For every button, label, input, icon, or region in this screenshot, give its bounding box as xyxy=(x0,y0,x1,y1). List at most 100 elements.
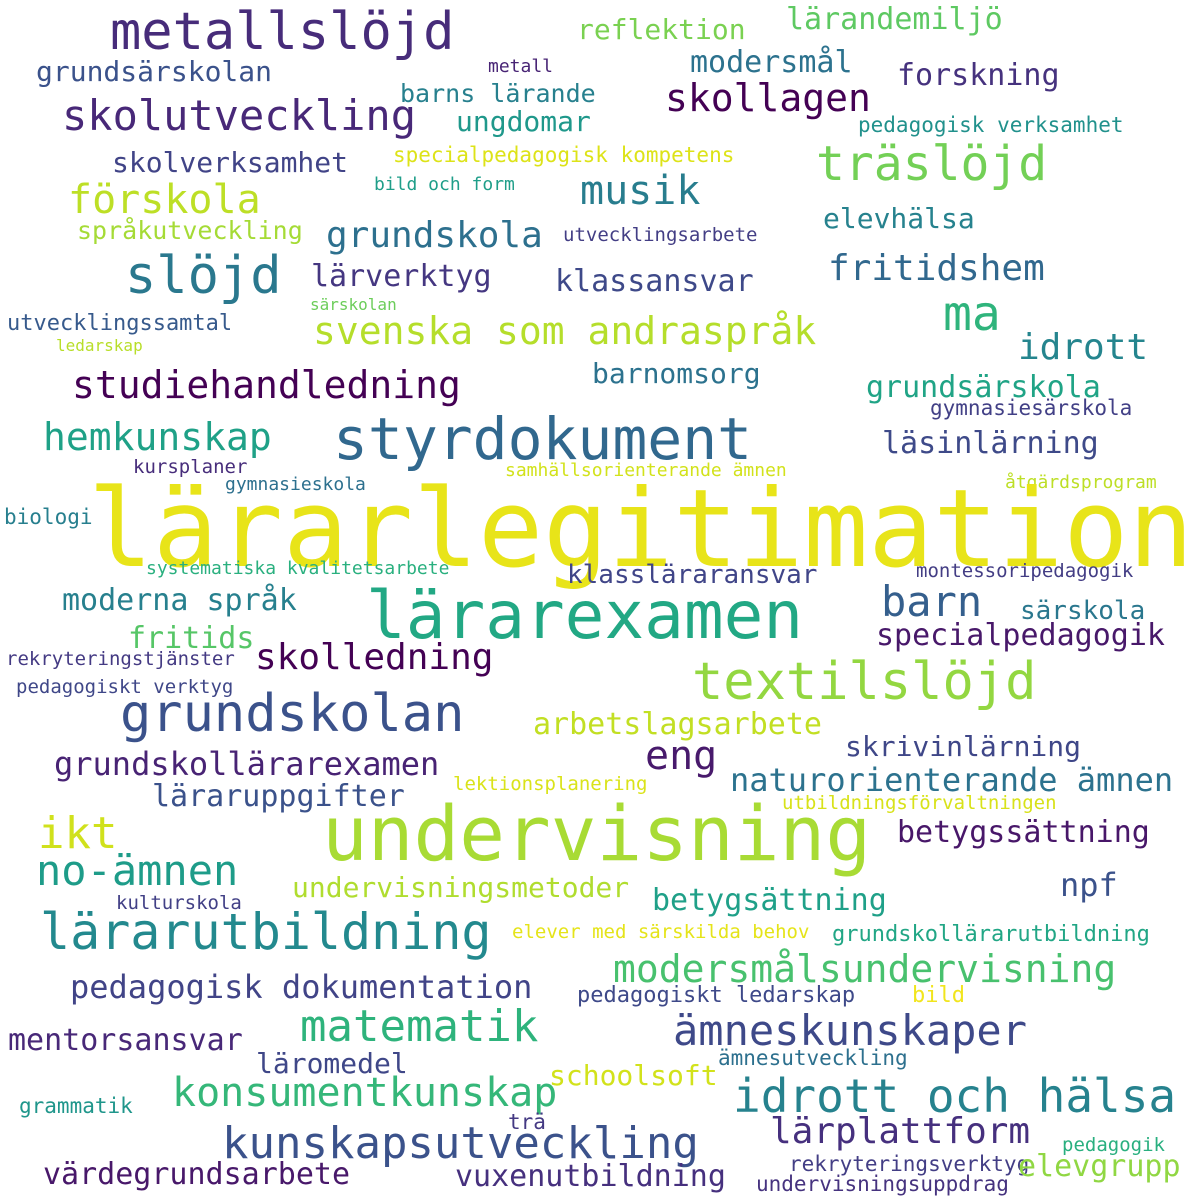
cloud-word: barn xyxy=(881,577,983,626)
cloud-word: bild och form xyxy=(374,174,515,195)
cloud-word: skollagen xyxy=(665,76,871,120)
cloud-word: trä xyxy=(508,1110,546,1134)
cloud-word: träslöjd xyxy=(816,136,1048,192)
cloud-word: naturorienterande ämnen xyxy=(730,761,1174,799)
cloud-word: utvecklingssamtal xyxy=(7,311,233,336)
cloud-word: samhällsorienterande ämnen xyxy=(505,460,787,481)
cloud-word: gymnasiesärskola xyxy=(930,396,1133,420)
cloud-word: gymnasieskola xyxy=(225,474,366,495)
cloud-word: bild xyxy=(912,983,965,1008)
cloud-word: modersmålsundervisning xyxy=(613,947,1117,991)
cloud-word: särskola xyxy=(1020,596,1146,626)
cloud-word: pedagogik xyxy=(1062,1134,1165,1156)
cloud-word: grundskollärarexamen xyxy=(54,745,440,783)
cloud-word: ikt xyxy=(38,808,118,859)
cloud-word: fritidshem xyxy=(828,248,1045,289)
cloud-word: fritids xyxy=(128,621,255,656)
cloud-word: arbetslagsarbete xyxy=(533,707,822,742)
cloud-word: pedagogisk dokumentation xyxy=(70,968,533,1006)
cloud-word: språkutveckling xyxy=(77,216,303,245)
cloud-word: barns lärande xyxy=(400,79,596,108)
cloud-word: grundskola xyxy=(326,215,543,256)
cloud-word: skolutveckling xyxy=(62,91,417,140)
cloud-word: lektionsplanering xyxy=(453,773,648,795)
cloud-word: kunskapsutveckling xyxy=(222,1118,699,1169)
cloud-word: npf xyxy=(1060,866,1118,904)
cloud-word: ungdomar xyxy=(456,105,591,138)
cloud-word: eng xyxy=(645,733,718,779)
cloud-word: grundskolan xyxy=(120,684,465,744)
cloud-word: kulturskola xyxy=(116,892,242,914)
cloud-word: utbildningsförvaltningen xyxy=(782,792,1057,814)
cloud-word: konsumentkunskap xyxy=(172,1070,558,1116)
cloud-word: förskola xyxy=(68,177,261,223)
cloud-word: pedagogiskt ledarskap xyxy=(577,983,856,1008)
cloud-word: skrivinlärning xyxy=(845,730,1082,763)
cloud-word: värdegrundsarbete xyxy=(43,1157,351,1192)
cloud-word: grammatik xyxy=(19,1094,133,1118)
cloud-word: undervisningsuppdrag xyxy=(756,1172,1009,1196)
cloud-word: studiehandledning xyxy=(72,363,461,407)
cloud-word: lärplattform xyxy=(770,1111,1031,1152)
cloud-word: läromedel xyxy=(256,1047,408,1080)
cloud-word: grundsärskolan xyxy=(36,55,273,88)
cloud-word: kursplaner xyxy=(133,456,248,478)
cloud-word: mentorsansvar xyxy=(8,1023,243,1058)
cloud-word: lärandemiljö xyxy=(786,2,1003,37)
cloud-word: betygssättning xyxy=(897,815,1150,850)
cloud-word: modersmål xyxy=(690,45,853,80)
cloud-word: läsinlärning xyxy=(882,426,1099,461)
cloud-word: utvecklingsarbete xyxy=(563,224,758,246)
cloud-word: barnomsorg xyxy=(592,357,761,390)
cloud-word: ämneskunskaper xyxy=(673,1006,1028,1055)
cloud-word: idrott xyxy=(1018,327,1149,368)
cloud-word: skolverksamhet xyxy=(112,146,349,179)
cloud-word: undervisning xyxy=(322,789,872,878)
cloud-word: schoolsoft xyxy=(549,1059,718,1092)
cloud-word: pedagogisk verksamhet xyxy=(858,113,1124,137)
cloud-word: undervisningsmetoder xyxy=(292,871,630,904)
cloud-word: biologi xyxy=(4,505,93,529)
cloud-word: musik xyxy=(580,168,701,214)
cloud-word: moderna språk xyxy=(62,583,297,618)
cloud-word: vuxenutbildning xyxy=(455,1159,726,1194)
cloud-word: specialpedagogik xyxy=(876,618,1165,653)
cloud-word: textilslöjd xyxy=(692,652,1037,712)
cloud-word: idrott och hälsa xyxy=(733,1069,1177,1123)
cloud-word: reflektion xyxy=(577,13,746,46)
cloud-word: betygsättning xyxy=(652,883,887,918)
cloud-word: läraruppgifter xyxy=(152,779,405,814)
cloud-word: klassläraransvar xyxy=(567,560,818,590)
cloud-word: särskolan xyxy=(310,295,397,314)
cloud-word: svenska som andraspråk xyxy=(313,309,817,353)
cloud-word: ma xyxy=(943,286,1001,342)
cloud-word: specialpedagogisk kompetens xyxy=(393,143,735,167)
cloud-word: lärarexamen xyxy=(366,577,804,654)
cloud-word: åtgärdsprogram xyxy=(1005,472,1157,493)
cloud-word: klassansvar xyxy=(555,264,754,299)
cloud-word: elevgrupp xyxy=(1018,1149,1181,1184)
cloud-word: lärverktyg xyxy=(311,259,492,294)
cloud-word: systematiska kvalitetsarbete xyxy=(146,558,450,579)
cloud-word: forskning xyxy=(897,58,1060,93)
cloud-word: elevhälsa xyxy=(823,202,975,235)
cloud-word: metallslöjd xyxy=(110,2,455,62)
cloud-word: rekryteringstjänster xyxy=(6,648,235,670)
cloud-word: no-ämnen xyxy=(36,846,239,895)
cloud-word: ämnesutveckling xyxy=(718,1046,908,1070)
cloud-word: pedagogiskt verktyg xyxy=(16,676,234,698)
cloud-word: matematik xyxy=(300,1001,539,1052)
cloud-word: styrdokument xyxy=(333,405,753,473)
cloud-word: montessoripedagogik xyxy=(916,560,1134,582)
cloud-word: hemkunskap xyxy=(43,415,272,459)
cloud-word: lärarutbildning xyxy=(40,903,492,961)
cloud-word: rekryteringsverktyg xyxy=(789,1152,1030,1176)
cloud-word: skolledning xyxy=(255,637,494,678)
cloud-word: ledarskap xyxy=(56,336,143,355)
cloud-word: slöjd xyxy=(125,246,282,306)
cloud-word: metall xyxy=(488,56,554,77)
cloud-word: elever med särskilda behov xyxy=(512,921,810,943)
cloud-word: grundskollärarutbildning xyxy=(832,922,1150,947)
cloud-word: lärarlegitimation xyxy=(88,467,1194,592)
